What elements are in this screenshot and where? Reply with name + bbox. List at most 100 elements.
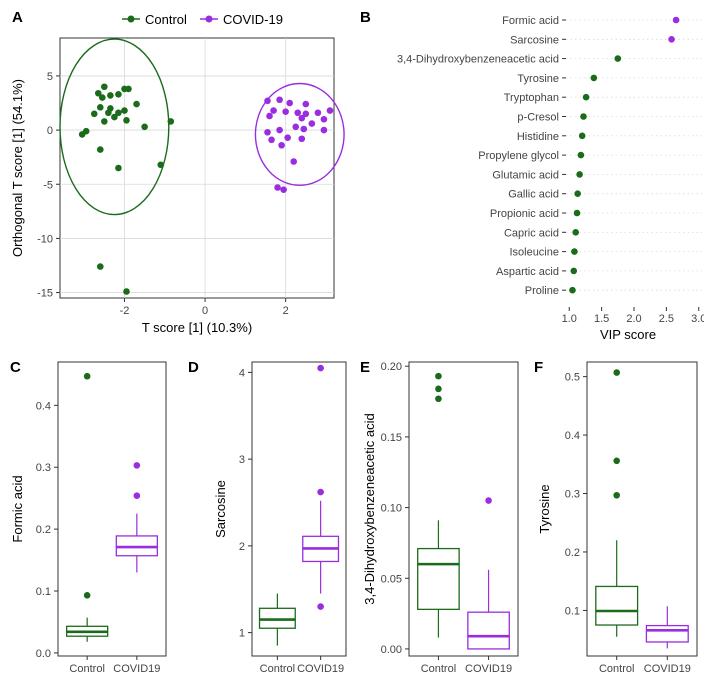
legend-control-marker — [127, 15, 135, 23]
vip-point — [572, 229, 580, 236]
confidence-ellipse-covid — [254, 82, 345, 187]
outlier-point — [83, 372, 91, 380]
tick-label-x: 1.5 — [594, 313, 609, 325]
vip-point — [580, 113, 587, 120]
tick-label-x: 2 — [283, 305, 289, 317]
data-point-control — [94, 89, 102, 97]
data-point-covid — [300, 125, 308, 133]
panel-letter-a: A — [12, 9, 23, 26]
vip-point — [578, 132, 586, 140]
data-point-covid — [264, 97, 271, 105]
category-label: Histidine — [517, 131, 559, 143]
category-label: Sarcosine — [510, 34, 559, 46]
data-point-control — [78, 131, 86, 138]
y-axis-label: 3,4-Dihydroxybenzeneacetic acid — [362, 413, 377, 605]
tick-label-y: 0.15 — [381, 432, 402, 444]
panel-d-boxplot: 1 2 3 4 Control COVID19 Sarcosine — [213, 361, 347, 675]
data-point-control — [115, 109, 122, 117]
category-label: Glutamic acid — [492, 169, 559, 181]
outlier-point — [317, 603, 324, 610]
outlier-point — [435, 395, 442, 403]
vip-point — [614, 55, 622, 62]
data-point-control — [167, 118, 175, 125]
legend: Control COVID-19 — [122, 12, 283, 27]
tick-label-x: COVID19 — [113, 663, 160, 675]
panel-letter-f: F — [534, 359, 543, 376]
panel-b-vip-plot: Formic acid Sarcosine 3,4-Dihydroxybenzene… — [397, 15, 704, 342]
panel-letter-d: D — [188, 359, 199, 376]
tick-label-x: Control — [421, 663, 456, 675]
tick-label-y: 5 — [47, 71, 53, 83]
vip-point — [573, 209, 581, 217]
category-label: Capric acid — [504, 227, 559, 239]
data-point-covid — [326, 107, 334, 114]
data-point-covid — [292, 123, 300, 131]
category-label: p-Cresol — [517, 112, 559, 124]
data-point-covid — [302, 110, 310, 118]
tick-label-y: 0.1 — [565, 605, 580, 617]
tick-label-y: 0.00 — [381, 644, 402, 656]
x-axis-label: T score [1] (10.3%) — [142, 320, 252, 335]
tick-label-y: 0.0 — [36, 648, 51, 660]
data-point-control — [96, 104, 104, 111]
tick-label-y: -5 — [43, 179, 53, 191]
data-point-control — [96, 263, 104, 270]
tick-label-x: Control — [599, 663, 634, 675]
iqr-box — [645, 624, 689, 643]
legend-covid-marker — [205, 15, 213, 23]
tick-label-x: COVID19 — [465, 663, 512, 675]
data-point-covid — [278, 141, 285, 149]
outlier-point — [435, 385, 442, 393]
data-point-covid — [266, 112, 273, 120]
outlier-point — [133, 492, 141, 499]
iqr-box — [258, 607, 296, 629]
data-point-covid — [314, 109, 322, 117]
tick-label-y: 2 — [239, 541, 245, 553]
panel-letter-b: B — [360, 9, 371, 26]
category-label: Propionic acid — [490, 208, 559, 220]
outlier-point — [83, 592, 91, 599]
data-point-control — [141, 123, 148, 131]
plot-frame — [57, 361, 167, 657]
panel-f-boxplot: 0.1 0.2 0.3 0.4 0.5 Control COVID19 Tyrosine — [537, 361, 698, 675]
data-point-covid — [274, 184, 281, 191]
tick-label-y: 1 — [239, 628, 245, 640]
data-point-covid — [270, 107, 277, 114]
iqr-box — [417, 547, 460, 611]
data-point-control — [123, 288, 130, 295]
tick-label-y: 0 — [47, 125, 53, 137]
tick-label-x: 2.0 — [626, 313, 641, 325]
vip-point — [582, 93, 590, 101]
tick-label-x: 0 — [202, 305, 208, 317]
data-point-covid — [282, 108, 289, 115]
confidence-ellipse-control — [59, 38, 170, 216]
data-point-control — [115, 91, 122, 98]
data-point-covid — [320, 126, 328, 134]
data-point-covid — [290, 158, 298, 165]
tick-label-y: 3 — [239, 454, 245, 466]
legend-control-label: Control — [145, 12, 187, 27]
data-point-control — [157, 161, 165, 169]
data-point-covid — [264, 128, 271, 136]
tick-label-y: 4 — [239, 367, 245, 379]
vip-point — [668, 36, 675, 43]
data-point-control — [90, 110, 98, 118]
outlier-point — [317, 364, 324, 372]
tick-label-y: -15 — [37, 288, 53, 300]
category-label: Proline — [525, 285, 559, 297]
iqr-box — [595, 585, 639, 626]
vip-point — [672, 16, 680, 24]
tick-label-y: 0.05 — [381, 573, 402, 585]
tick-label-y: 0.3 — [565, 489, 580, 501]
data-point-covid — [276, 126, 283, 134]
tick-label-y: 0.10 — [381, 503, 402, 515]
tick-label-y: 0.2 — [36, 524, 51, 536]
y-axis-label: Formic acid — [10, 475, 25, 542]
tick-label-x: COVID19 — [644, 663, 691, 675]
tick-label-x: Control — [69, 663, 104, 675]
outlier-point — [613, 457, 620, 465]
panel-letter-e: E — [360, 359, 370, 376]
outlier-point — [485, 497, 492, 504]
iqr-box — [467, 611, 510, 650]
category-label: Isoleucine — [509, 247, 559, 259]
